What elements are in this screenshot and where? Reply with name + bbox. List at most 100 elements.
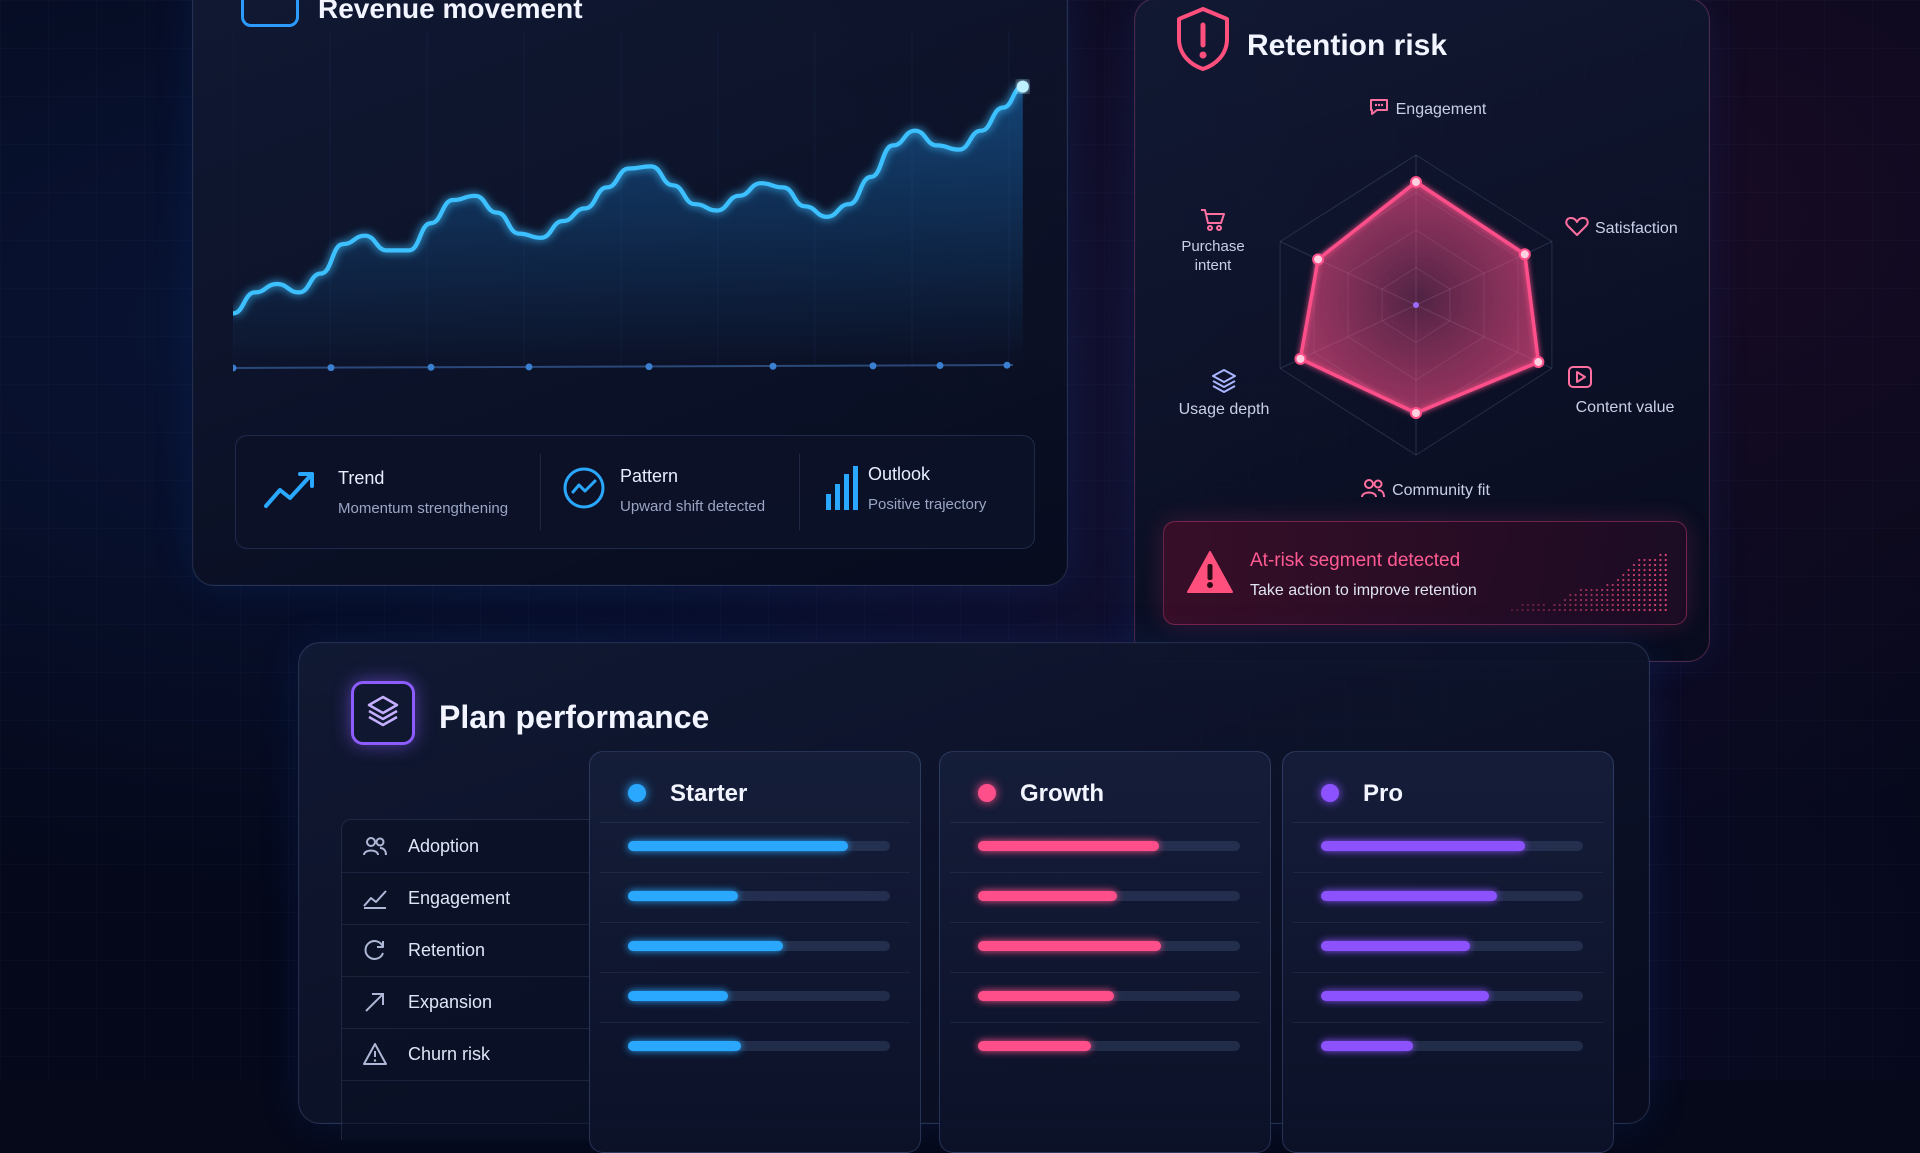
- revenue-area: [233, 87, 1023, 368]
- alert-dot: [1654, 579, 1656, 581]
- users-icon: [1360, 477, 1386, 499]
- radar-label-text: Purchase intent: [1181, 238, 1244, 274]
- x-axis-tick: [526, 363, 533, 370]
- metric-row-engagement[interactable]: Engagement: [342, 872, 592, 925]
- radar-center: [1413, 302, 1419, 308]
- alert-dot: [1659, 604, 1661, 606]
- heart-icon: [1565, 215, 1589, 237]
- alert-dot: [1612, 604, 1614, 606]
- alert-dot: [1617, 609, 1619, 611]
- radar-label-engagement: Engagement: [1357, 97, 1497, 119]
- alert-dot: [1537, 604, 1539, 606]
- users-icon: [362, 834, 388, 858]
- alert-dot: [1606, 604, 1608, 606]
- plan-column-pro[interactable]: Pro: [1282, 751, 1614, 1153]
- plan-column-growth[interactable]: Growth: [939, 751, 1271, 1153]
- stat-trend: Trend Momentum strengthening: [236, 436, 536, 548]
- alert-dot: [1633, 589, 1635, 591]
- radar-label-text: Content value: [1576, 399, 1675, 416]
- layers-icon: [1210, 367, 1238, 395]
- alert-dot: [1612, 599, 1614, 601]
- stats-divider: [540, 454, 541, 530]
- alert-dot: [1665, 554, 1667, 556]
- plan-name: Growth: [1020, 780, 1104, 808]
- plan-bar-fill: [628, 841, 848, 851]
- alert-dot: [1575, 609, 1577, 611]
- alert-dot: [1638, 559, 1640, 561]
- alert-dot: [1638, 574, 1640, 576]
- alert-dot: [1638, 594, 1640, 596]
- alert-dot: [1633, 579, 1635, 581]
- alert-dot: [1612, 609, 1614, 611]
- alert-dot: [1580, 594, 1582, 596]
- alert-dot: [1643, 604, 1645, 606]
- alert-dot: [1654, 594, 1656, 596]
- bar-chart-icon: [824, 464, 864, 512]
- alert-dot: [1649, 594, 1651, 596]
- metric-label: Churn risk: [408, 1044, 490, 1065]
- plan-bar-fill: [978, 991, 1114, 1001]
- alert-dot: [1638, 579, 1640, 581]
- plan-bar-fill: [1321, 891, 1497, 901]
- metric-row-adoption[interactable]: Adoption: [342, 820, 592, 873]
- plan-bar-row: [950, 972, 1260, 1023]
- x-axis-tick: [428, 364, 435, 371]
- plan-bar-track: [978, 1041, 1240, 1051]
- plan-bar-row: [600, 872, 910, 923]
- plan-bar-row: [1293, 922, 1603, 973]
- at-risk-alert[interactable]: At-risk segment detected Take action to …: [1163, 521, 1687, 625]
- alert-dot: [1654, 584, 1656, 586]
- alert-dot: [1638, 609, 1640, 611]
- plan-bar-row: [950, 822, 1260, 873]
- alert-dot: [1665, 594, 1667, 596]
- alert-dot: [1633, 609, 1635, 611]
- alert-dot: [1654, 609, 1656, 611]
- alert-dot: [1590, 609, 1592, 611]
- alert-dot: [1659, 609, 1661, 611]
- alert-dot: [1654, 574, 1656, 576]
- alert-dot: [1606, 589, 1608, 591]
- radar-point: [1520, 249, 1530, 259]
- play-icon: [1567, 365, 1593, 389]
- alert-dot: [1575, 594, 1577, 596]
- radar-label-usage-depth: Usage depth: [1169, 367, 1279, 419]
- plan-bar-track: [978, 991, 1240, 1001]
- alert-dot: [1665, 579, 1667, 581]
- alert-dot: [1580, 604, 1582, 606]
- alert-dot: [1665, 609, 1667, 611]
- radar-point: [1411, 408, 1421, 418]
- plan-bar-row: [600, 822, 910, 873]
- alert-dot: [1649, 584, 1651, 586]
- alert-dot: [1659, 569, 1661, 571]
- alert-dot: [1617, 589, 1619, 591]
- alert-dot: [1601, 594, 1603, 596]
- metric-row-expansion[interactable]: Expansion: [342, 976, 592, 1029]
- pattern-icon: [562, 466, 606, 510]
- alert-dot: [1532, 609, 1534, 611]
- plan-bar-track: [1321, 891, 1583, 901]
- alert-dot: [1606, 599, 1608, 601]
- plan-bar-fill: [628, 991, 728, 1001]
- alert-dot: [1628, 594, 1630, 596]
- metric-row-retention[interactable]: Retention: [342, 924, 592, 977]
- alert-dot: [1612, 589, 1614, 591]
- x-axis-tick: [937, 362, 944, 369]
- plan-bar-track: [978, 941, 1240, 951]
- alert-dot: [1596, 589, 1598, 591]
- stat-pattern-sub: Upward shift detected: [620, 498, 765, 515]
- revenue-end-point: [1017, 81, 1029, 93]
- plan-column-starter[interactable]: Starter: [589, 751, 921, 1153]
- alert-dot: [1596, 599, 1598, 601]
- alert-dot: [1522, 604, 1524, 606]
- alert-dot: [1575, 599, 1577, 601]
- alert-dot: [1643, 594, 1645, 596]
- alert-dot: [1638, 589, 1640, 591]
- alert-dot: [1548, 609, 1550, 611]
- alert-dot: [1585, 594, 1587, 596]
- alert-dot: [1564, 609, 1566, 611]
- metric-row-churn-risk[interactable]: Churn risk: [342, 1028, 592, 1081]
- alert-dot: [1654, 569, 1656, 571]
- alert-dot: [1643, 599, 1645, 601]
- alert-dot: [1606, 609, 1608, 611]
- alert-dot: [1527, 604, 1529, 606]
